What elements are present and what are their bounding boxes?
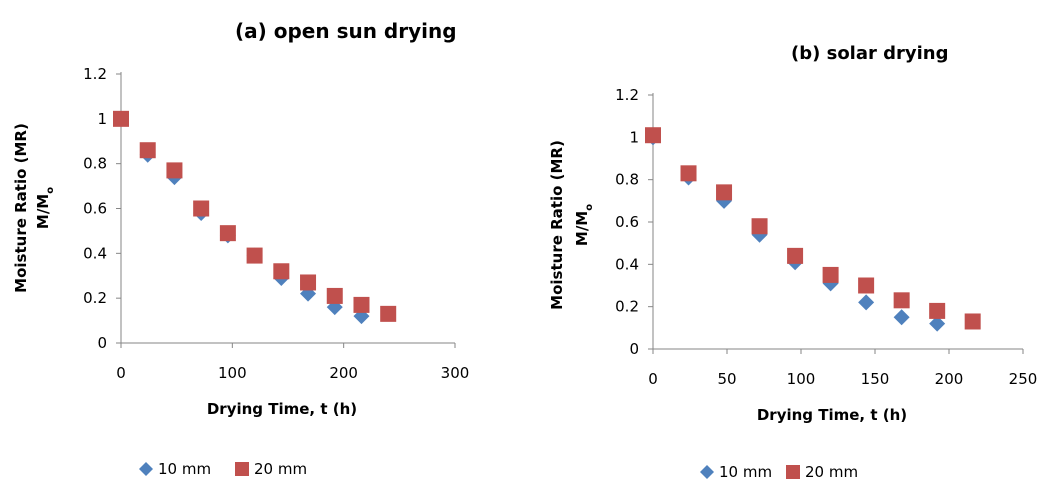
legend-marker-10mm	[139, 462, 153, 476]
y-axis-subtitle-subscript: o	[45, 187, 56, 194]
data-point-20mm	[964, 313, 981, 330]
chart-panel-a: (a) open sun drying 0 0.2 0.4 0.6 0.8 1 1.2 0 100…	[12, 19, 469, 478]
chart-panel-b: (b) solar drying 0 0.2 0.4 0.6 0.8 1 1.2 0 50 100 1…	[548, 43, 1037, 481]
data-point-20mm	[166, 162, 183, 179]
chart-title: (a) open sun drying	[235, 19, 457, 43]
y-tick-label: 0.2	[83, 289, 107, 307]
y-tick-label: 1	[97, 110, 107, 128]
legend-marker-20mm	[786, 465, 800, 479]
y-axis-subtitle-main: M/M	[34, 194, 52, 229]
data-point-20mm	[139, 142, 156, 159]
data-point-20mm	[751, 218, 768, 235]
legend-label-20mm: 20 mm	[805, 463, 858, 481]
y-tick-label: 0	[97, 334, 107, 352]
x-tick-label: 100	[787, 370, 816, 388]
legend-marker-10mm	[700, 465, 714, 479]
y-tick-label: 0.2	[615, 298, 639, 316]
data-point-20mm	[645, 127, 661, 144]
data-point-10mm	[893, 309, 910, 326]
x-tick-label: 0	[648, 370, 658, 388]
x-tick-label: 50	[717, 370, 736, 388]
x-tick-label: 300	[441, 364, 470, 382]
x-axis-title: Drying Time, t (h)	[757, 406, 907, 424]
y-tick-label: 0.4	[83, 244, 107, 262]
y-tick-label: 0.6	[615, 213, 639, 231]
legend-label-10mm: 10 mm	[719, 463, 772, 481]
y-axis-title: Moisture Ratio (MR)	[12, 123, 30, 293]
y-axis-subtitle: M/Mo	[34, 187, 56, 229]
legend-label-10mm: 10 mm	[158, 460, 211, 478]
y-axis-subtitle-main: M/M	[573, 211, 591, 246]
x-tick-label: 150	[861, 370, 890, 388]
x-tick-label: 100	[218, 364, 247, 382]
data-point-20mm	[716, 184, 733, 201]
y-tick-label: 0	[629, 340, 639, 358]
data-point-10mm	[929, 315, 946, 332]
data-point-20mm	[219, 225, 236, 242]
data-point-20mm	[246, 247, 263, 264]
data-point-20mm	[680, 165, 697, 182]
x-tick-label: 0	[116, 364, 126, 382]
legend-label-20mm: 20 mm	[254, 460, 307, 478]
data-point-10mm	[858, 294, 875, 311]
y-tick-label: 0.4	[615, 255, 639, 273]
y-tick-label: 0.6	[83, 200, 107, 218]
data-point-20mm	[893, 292, 910, 309]
y-tick-label: 1	[629, 128, 639, 146]
y-tick-label: 1.2	[83, 65, 107, 83]
data-point-20mm	[858, 277, 875, 294]
data-point-20mm	[353, 296, 370, 313]
y-tick-label: 1.2	[615, 86, 639, 104]
data-point-20mm	[787, 247, 804, 264]
data-point-20mm	[326, 287, 343, 304]
x-axis-title: Drying Time, t (h)	[207, 400, 357, 418]
data-point-20mm	[822, 266, 839, 283]
data-point-20mm	[273, 263, 290, 280]
data-point-20mm	[929, 302, 946, 319]
data-point-20mm	[300, 274, 317, 291]
y-tick-label: 0.8	[615, 171, 639, 189]
data-point-20mm	[113, 110, 129, 127]
chart-title: (b) solar drying	[791, 43, 949, 64]
y-axis-subtitle-subscript: o	[584, 204, 595, 211]
x-tick-label: 250	[1009, 370, 1038, 388]
x-tick-label: 200	[329, 364, 358, 382]
y-axis-title: Moisture Ratio (MR)	[548, 140, 566, 310]
y-tick-label: 0.8	[83, 155, 107, 173]
x-tick-label: 200	[935, 370, 964, 388]
legend-marker-20mm	[235, 462, 249, 476]
data-point-20mm	[193, 200, 210, 217]
data-point-20mm	[380, 305, 397, 322]
y-axis-subtitle: M/Mo	[573, 204, 595, 246]
